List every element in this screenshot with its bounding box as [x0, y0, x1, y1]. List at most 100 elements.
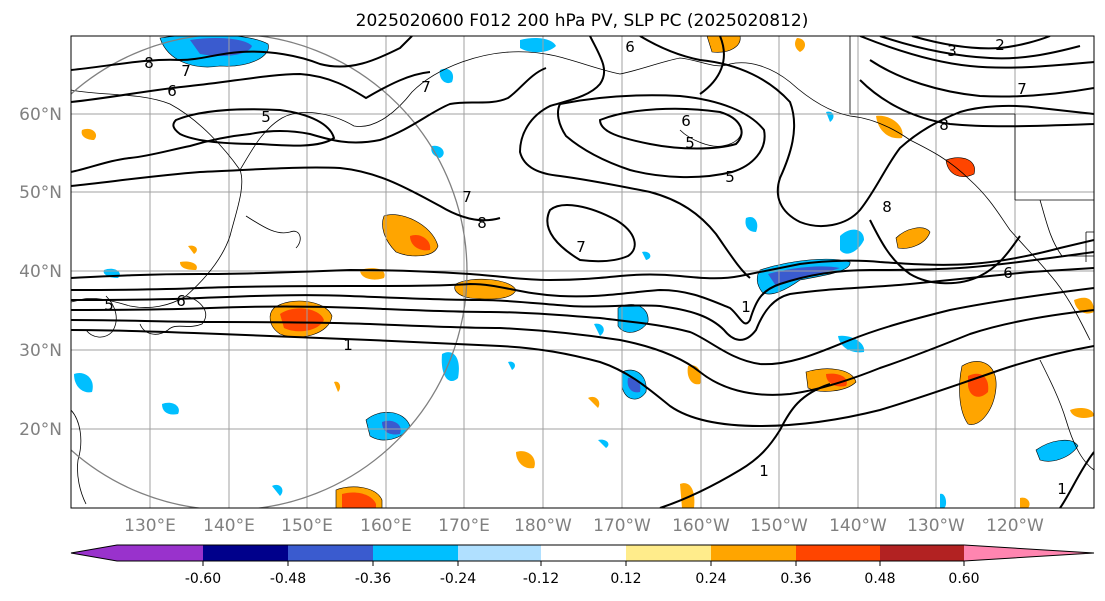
contour-label: 7: [421, 78, 431, 96]
colorbar-segment: [458, 545, 541, 561]
lon-label: 140°E: [203, 516, 255, 536]
pv-positive-core: [826, 373, 847, 387]
lon-label: 120°W: [986, 516, 1044, 536]
colorbar-tick-label: 0.24: [695, 571, 726, 587]
slp-contours: [71, 36, 1094, 508]
colorbar-segment: [203, 545, 288, 561]
colorbar-extend-high: [964, 545, 1094, 561]
colorbar-tick-label: -0.48: [270, 571, 306, 587]
contour-label: 6: [1003, 264, 1013, 282]
colorbar-extend-low: [71, 545, 117, 561]
pv-negative-region: [1035, 439, 1079, 462]
pv-positive-region: [516, 451, 535, 469]
pv-positive-region: [1070, 408, 1094, 418]
pv-negative-region: [940, 493, 947, 508]
contour-labels: 8 7 6 5 6 7 8 5 6 1 7 6 5 3 2 8 7 8 5 7: [104, 36, 1067, 498]
lon-label: 130°W: [907, 516, 965, 536]
pv-negative-region: [745, 216, 758, 232]
coastlines: [71, 36, 1094, 505]
contour-label: 5: [261, 108, 271, 126]
pv-negative-region: [162, 402, 179, 415]
lon-label: 130°E: [124, 516, 176, 536]
map-frame: [70, 35, 1095, 509]
colorbar-tick-label: -0.24: [440, 571, 476, 587]
lon-label: 170°E: [438, 516, 490, 536]
pv-positive-core: [342, 492, 376, 508]
colorbar-ticks: [202, 561, 965, 566]
map-background: [71, 36, 1094, 508]
pv-negative-region: [508, 361, 515, 370]
colorbar-segment: [626, 545, 711, 561]
lon-label: 180°W: [514, 516, 572, 536]
lon-label: 150°E: [281, 516, 333, 536]
pv-negative-region: [74, 372, 93, 393]
lat-label: 30°N: [19, 341, 62, 361]
contour-label: 7: [181, 62, 191, 80]
colorbar-outline: [70, 544, 1095, 562]
gridlines: [71, 36, 1094, 508]
contour-label: 5: [104, 296, 114, 314]
lat-label: 20°N: [19, 420, 62, 440]
pv-positive-core: [280, 308, 324, 332]
lat-label: 50°N: [19, 183, 62, 203]
pv-positive-region: [1020, 497, 1030, 508]
colorbar-segment: [288, 545, 373, 561]
pv-positive-region: [876, 115, 903, 139]
colorbar-tick-label: 0.12: [610, 571, 641, 587]
pv-positive-region: [795, 38, 806, 52]
contour-label: 5: [725, 168, 735, 186]
contour-label: 2: [995, 36, 1005, 54]
pv-negative-region: [642, 251, 651, 260]
colorbar-tick-label: 0.60: [948, 571, 979, 587]
pv-positive-region: [180, 261, 197, 270]
pv-negative-region: [520, 38, 556, 53]
pv-positive-region: [945, 157, 975, 177]
pv-positive-region: [188, 245, 197, 254]
pv-positive-region: [334, 381, 341, 392]
pv-negative-core: [382, 420, 401, 435]
lon-label: 140°W: [829, 516, 887, 536]
lon-label: 170°W: [593, 516, 651, 536]
lon-label: 160°E: [360, 516, 412, 536]
colorbar-segment: [373, 545, 458, 561]
lat-label: 40°N: [19, 262, 62, 282]
contour-label: 1: [741, 298, 751, 316]
pv-negative-region: [439, 68, 454, 84]
pv-positive-region: [588, 396, 600, 408]
lat-label: 60°N: [19, 105, 62, 125]
colorbar-tick-label: -0.36: [355, 571, 391, 587]
colorbar-tick-label: -0.60: [185, 571, 221, 587]
longitude-labels: 130°E 140°E 150°E 160°E 170°E 180°W 170°…: [124, 516, 1044, 536]
pv-positive-region: [81, 128, 97, 140]
map-panel: 8 7 6 5 6 7 8 5 6 1 7 6 5 3 2 8 7 8 5 7: [70, 35, 1095, 509]
contour-label: 7: [1017, 80, 1027, 98]
contour-label: 8: [882, 198, 892, 216]
contour-label: 3: [947, 42, 957, 60]
contour-label: 6: [167, 82, 177, 100]
contour-label: 6: [681, 112, 691, 130]
radius-circle: [71, 36, 468, 508]
contour-label: 1: [343, 336, 353, 354]
contour-label: 7: [576, 238, 586, 256]
colorbar-segment: [880, 545, 964, 561]
contour-label: 7: [462, 188, 472, 206]
contour-label: 8: [477, 214, 487, 232]
pv-negative-region: [598, 439, 609, 448]
lon-label: 160°W: [672, 516, 730, 536]
contour-label: 5: [685, 134, 695, 152]
pv-negative-region: [431, 145, 444, 158]
colorbar-tick-label: -0.12: [523, 571, 559, 587]
contour-label: 6: [176, 292, 186, 310]
pv-positive-core: [410, 234, 431, 251]
contour-label: 1: [759, 462, 769, 480]
latitude-labels: 60°N 50°N 40°N 30°N 20°N: [19, 105, 62, 440]
figure-title: 2025020600 F012 200 hPa PV, SLP PC (2025…: [356, 11, 809, 31]
lon-label: 150°W: [750, 516, 808, 536]
colorbar-tick-label: 0.48: [864, 571, 895, 587]
colorbar-segment: [541, 545, 626, 561]
contour-label: 6: [625, 38, 635, 56]
pv-negative-region: [441, 352, 459, 381]
colorbar: -0.60 -0.48 -0.36 -0.24 -0.12 0.12 0.24 …: [70, 544, 1095, 587]
pv-positive-region: [895, 227, 931, 249]
